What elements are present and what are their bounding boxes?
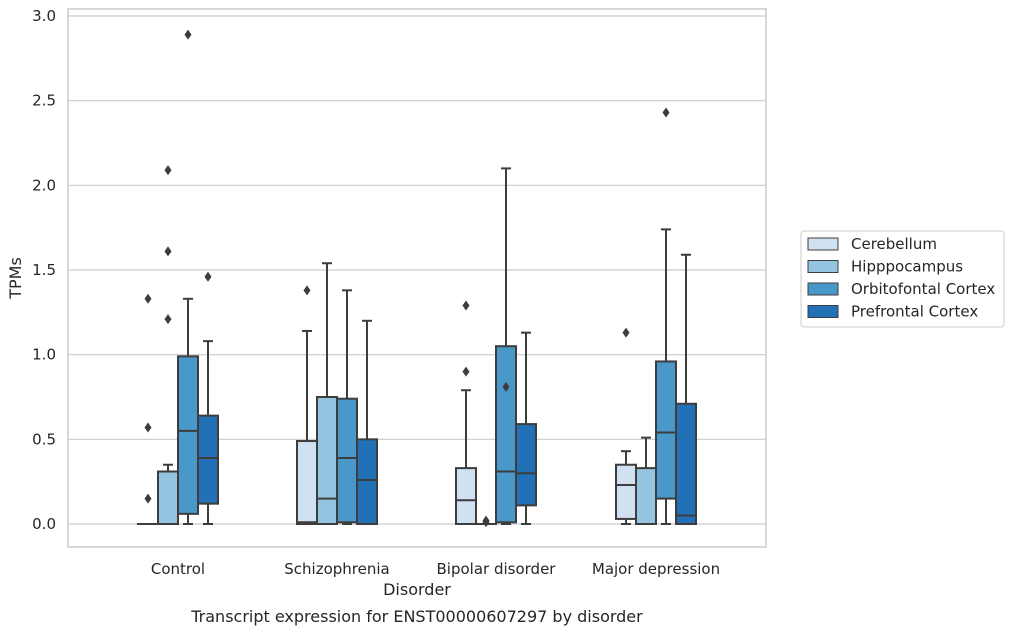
outlier-point	[184, 29, 192, 40]
outlier-point	[144, 493, 152, 504]
box-iqr	[157, 470, 179, 525]
legend-swatch	[807, 282, 839, 296]
box-iqr	[655, 360, 677, 500]
box-plot	[356, 319, 378, 526]
box-plot	[455, 300, 477, 525]
y-tick-label: 3.0	[32, 7, 56, 25]
outlier-point	[144, 422, 152, 433]
outlier-point	[482, 517, 490, 528]
box-plot	[515, 331, 537, 525]
box-iqr	[675, 402, 697, 526]
outlier-point	[144, 293, 152, 304]
box-iqr	[455, 467, 477, 525]
box-plot	[137, 293, 159, 526]
box-iqr	[316, 396, 338, 525]
box-iqr	[515, 423, 537, 507]
legend-swatch	[807, 260, 839, 273]
legend-label: Orbitofontal Cortex	[851, 280, 995, 298]
legend-label: Prefrontal Cortex	[851, 303, 978, 321]
box-plot	[475, 515, 497, 528]
y-tick-label: 2.5	[32, 92, 56, 110]
box-plot	[615, 327, 637, 525]
outlier-point	[622, 327, 630, 338]
box-plot	[495, 167, 517, 525]
box-iqr	[296, 440, 318, 526]
outlier-point	[502, 381, 510, 392]
box-plot	[675, 253, 697, 526]
y-axis-ticks: 0.0 0.5 1.0 1.5 2.0 2.5 3.0	[32, 7, 56, 533]
outlier-point	[204, 271, 212, 282]
y-tick-label: 0.5	[32, 430, 56, 448]
legend: Cerebellum Hipppocampus Orbitofontal Corte…	[800, 230, 1005, 328]
box-plot	[197, 271, 219, 525]
box-plot	[316, 262, 338, 525]
y-tick-label: 2.0	[32, 176, 56, 194]
box-plot	[635, 436, 657, 525]
outlier-point	[462, 300, 470, 311]
box-iqr	[615, 463, 637, 520]
x-tick-label: Schizophrenia	[284, 560, 389, 578]
legend-frame	[800, 230, 1005, 328]
y-axis-label: TPMs	[6, 257, 25, 300]
y-tick-label: 0.0	[32, 515, 56, 533]
outlier-point	[164, 165, 172, 176]
outlier-point	[662, 107, 670, 118]
box-iqr	[356, 438, 378, 526]
outlier-point	[164, 246, 172, 257]
box-plot	[157, 165, 179, 525]
boxes	[137, 29, 697, 528]
box-iqr	[197, 414, 219, 505]
y-tick-label: 1.0	[32, 346, 56, 364]
box-plot	[336, 289, 358, 525]
box-plot	[177, 29, 199, 525]
outlier-point	[462, 366, 470, 377]
box-plot	[296, 285, 318, 526]
x-tick-label: Control	[151, 560, 205, 578]
box-plot	[655, 107, 677, 525]
legend-label: Hipppocampus	[851, 258, 963, 276]
y-tick-label: 1.5	[32, 261, 56, 279]
legend-swatch	[807, 237, 839, 251]
x-tick-label: Major depression	[592, 560, 720, 578]
plot-frame	[67, 8, 767, 548]
box-iqr	[635, 467, 657, 525]
box-iqr	[336, 397, 358, 524]
x-axis-label: Disorder	[383, 580, 451, 599]
legend-swatch	[807, 305, 839, 318]
chart-caption: Transcript expression for ENST0000060729…	[190, 607, 643, 626]
outlier-point	[164, 314, 172, 325]
x-tick-label: Bipolar disorder	[437, 560, 557, 578]
x-axis-ticks: Control Schizophrenia Bipolar disorder Majo…	[151, 560, 720, 578]
box-iqr	[177, 355, 199, 515]
box-iqr	[495, 345, 517, 524]
legend-label: Cerebellum	[851, 235, 937, 253]
outlier-point	[303, 285, 311, 296]
